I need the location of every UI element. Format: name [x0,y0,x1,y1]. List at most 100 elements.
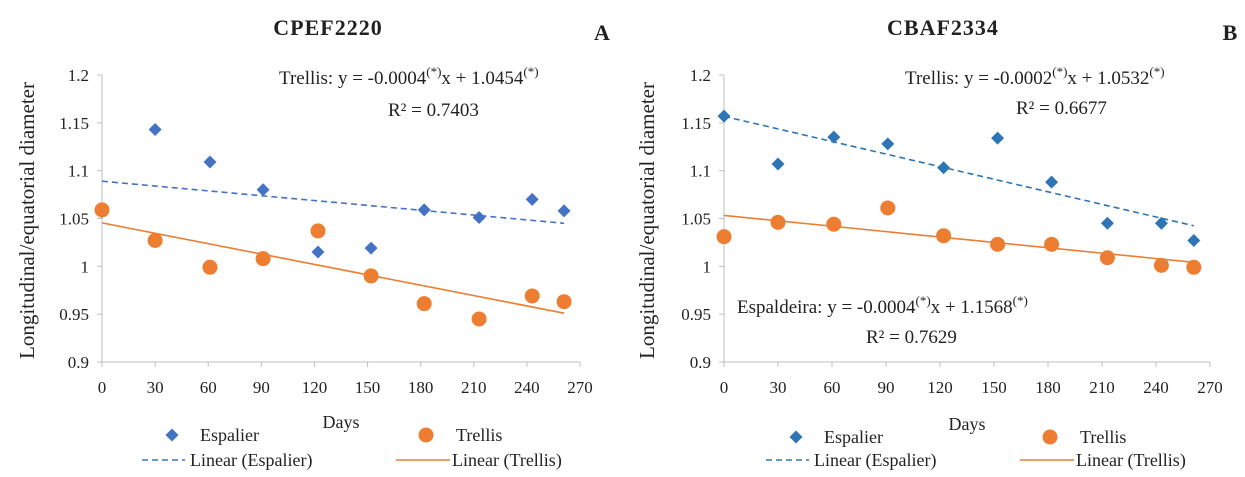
legend-label-trellis: Trellis [1080,427,1126,447]
legend-label-linear-espalier: Linear (Espalier) [814,450,936,471]
x-tick-label: 0 [98,378,107,397]
x-tick-label: 30 [770,378,787,397]
equation-annotation: Trellis: y = -0.0002(*)x + 1.0532(*) [905,64,1165,89]
equation-annotation: Trellis: y = -0.0004(*)x + 1.0454(*) [279,64,539,89]
equation-text: R² = 0.6677 [1016,98,1107,119]
legend-label-linear-trellis: Linear (Trellis) [1076,450,1186,471]
y-tick-label: 1 [703,257,712,276]
chart-title: CBAF2334 [887,15,999,40]
legend: Espalier Trellis Linear (Espalier) Linear (… [142,425,562,471]
legend-label-linear-trellis: Linear (Trellis) [452,450,562,471]
trendline-trellis [723,214,1194,264]
data-point-trellis [1099,250,1115,266]
equation-annotation: R² = 0.7629 [866,327,957,348]
y-tick-label: 1.1 [690,162,711,181]
equation-text: R² = 0.7403 [388,100,479,121]
equation-superscript: (*) [1149,64,1164,79]
x-tick-label: 270 [567,378,593,397]
x-tick-label: 180 [408,378,434,397]
data-point-trellis [310,223,326,239]
equation-text: Trellis: y = -0.0004 [279,68,427,89]
data-point-trellis [826,216,842,232]
equation-annotation: Espaldeira: y = -0.0004(*)x + 1.1568(*) [737,293,1028,318]
x-tick-label: 210 [1089,378,1115,397]
data-point-espalier [417,203,431,217]
equation-text: x + 1.0454 [441,68,523,89]
data-point-trellis [1186,259,1202,275]
legend: Espalier Trellis Linear (Espalier) Linear (… [766,427,1186,471]
data-point-espalier [717,109,731,123]
data-point-espalier [771,157,785,171]
legend-marker-espalier [789,430,803,444]
x-axis-label: Days [949,414,986,434]
legend-label-espalier: Espalier [200,425,259,445]
chart-panel-a: CPEF2220 A 0.9 0.95 1 1.05 1.1 1.15 1.2 0 30 60 90 12… [15,15,610,471]
data-point-trellis [255,251,271,267]
data-point-trellis [880,200,896,216]
legend-label-espalier: Espalier [824,427,883,447]
x-tick-label: 120 [927,378,953,397]
x-tick-label: 90 [878,378,895,397]
equation-superscript: (*) [523,64,538,79]
x-tick-label: 240 [1143,378,1169,397]
data-point-trellis [202,259,218,275]
trendline-espalier [101,180,565,225]
panel-letter: A [594,20,610,45]
y-tick-label: 0.95 [681,305,711,324]
data-point-espalier [472,211,486,225]
data-point-trellis [1153,257,1169,273]
data-point-trellis [1044,236,1060,252]
x-tick-label: 240 [514,378,540,397]
data-point-espalier [1154,216,1168,230]
equation-text: R² = 0.7629 [866,327,957,348]
equation-text: x + 1.1568 [931,297,1013,318]
x-tick-label: 180 [1035,378,1061,397]
equation-text: Espaldeira: y = -0.0004 [737,297,916,318]
data-point-trellis [147,233,163,249]
chart-title: CPEF2220 [273,15,382,40]
y-tick-label: 0.9 [68,353,89,372]
y-tick-label: 1 [81,257,90,276]
data-point-trellis [471,311,487,327]
y-axis-label: Longitudinal/equatorial diameter [635,82,659,359]
equation-text: x + 1.0532 [1067,68,1149,89]
data-point-espalier [148,123,162,137]
x-tick-label: 30 [147,378,164,397]
y-tick-label: 0.9 [690,353,711,372]
data-point-trellis [524,288,540,304]
x-tick-label: 90 [253,378,270,397]
y-tick-label: 1.05 [681,210,711,229]
panel-letter: B [1223,20,1238,45]
data-point-espalier [991,131,1005,145]
y-tick-label: 0.95 [59,305,89,324]
legend-marker-trellis [1042,429,1058,445]
y-tick-label: 1.2 [68,66,89,85]
data-point-espalier [881,137,895,151]
data-point-espalier [364,241,378,255]
equation-annotation: R² = 0.7403 [388,100,479,121]
y-tick-label: 1.15 [681,114,711,133]
data-point-trellis [94,202,110,218]
data-point-espalier [311,245,325,259]
equation-superscript: (*) [916,293,931,308]
data-point-espalier [525,192,539,206]
data-point-trellis [363,268,379,284]
x-tick-label: 150 [981,378,1007,397]
x-tick-label: 60 [824,378,841,397]
y-tick-label: 1.15 [59,114,89,133]
equation-superscript: (*) [1013,293,1028,308]
y-tick-label: 1.1 [68,162,89,181]
legend-marker-espalier [165,428,179,442]
y-axis-label: Longitudinal/equatorial diameter [15,82,39,359]
x-tick-label: 210 [461,378,487,397]
legend-label-trellis: Trellis [456,425,502,445]
x-tick-label: 150 [355,378,381,397]
y-tick-label: 1.2 [690,66,711,85]
chart-panel-b: CBAF2334 B 0.9 0.95 1 1.05 1.1 1.15 1.2 0 30 60 90 12… [635,15,1238,471]
legend-marker-trellis [418,427,434,443]
data-point-trellis [770,214,786,230]
trendline-espalier [723,115,1194,227]
y-tick-label: 1.05 [59,210,89,229]
equation-annotation: R² = 0.6677 [1016,98,1107,119]
